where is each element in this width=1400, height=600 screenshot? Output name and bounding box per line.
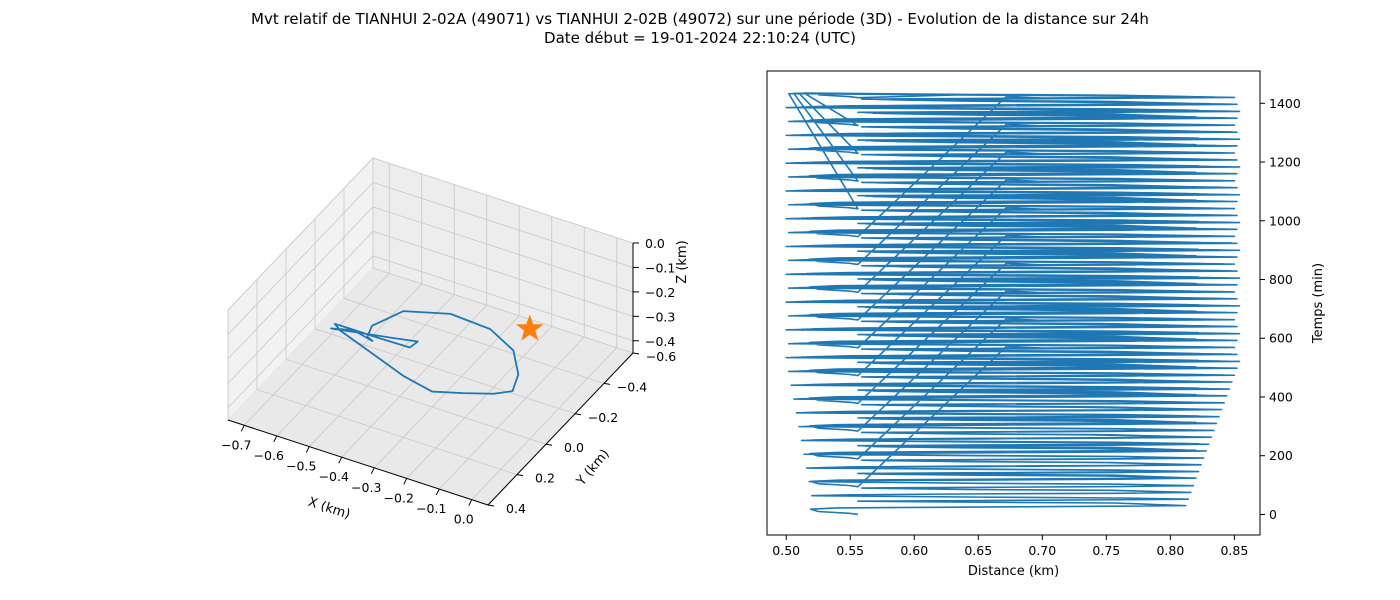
y-tick-label: 800 — [1269, 272, 1293, 287]
x-tick-label: 0.0 — [454, 512, 474, 527]
x-tick-label: 0.60 — [900, 543, 928, 558]
z-tick-label: −0.2 — [645, 285, 675, 300]
gridline-y — [285, 249, 547, 445]
distance-line — [785, 92, 1241, 516]
z-tick-label: −0.3 — [645, 309, 675, 324]
y-tick — [632, 352, 640, 355]
gridline-z — [227, 181, 634, 335]
x-tick — [370, 467, 375, 475]
y-tick-label: −0.4 — [617, 379, 647, 394]
y-axis-label: Temps (min) — [1311, 263, 1326, 344]
x-tick-label: −0.7 — [221, 437, 251, 452]
x-tick-label: −0.5 — [286, 459, 316, 474]
y-axis-line — [487, 352, 634, 506]
y-tick-label: 400 — [1269, 389, 1293, 404]
gridline-z — [227, 230, 634, 384]
x-tick — [273, 435, 278, 443]
x-axis-label: Distance (km) — [968, 564, 1059, 579]
x-tick-label: −0.2 — [384, 490, 414, 505]
figure-subtitle: Date début = 19-01-2024 22:10:24 (UTC) — [544, 29, 856, 47]
x-tick — [305, 446, 310, 453]
x-axis-line — [227, 419, 489, 506]
gridline-y — [256, 279, 518, 475]
y-tick-label: 0.4 — [506, 501, 526, 516]
x-tick — [435, 488, 440, 496]
z-axis-label: Z (km) — [675, 240, 690, 283]
y-tick-label: −0.6 — [646, 349, 676, 364]
x-tick-label: −0.3 — [351, 480, 381, 495]
x-tick — [403, 478, 408, 485]
x-tick-label: 0.65 — [964, 543, 992, 558]
x-tick-label: 0.55 — [836, 543, 864, 558]
x-tick-label: 0.80 — [1156, 543, 1184, 558]
plot-frame — [766, 70, 1261, 536]
z-tick-label: −0.4 — [645, 334, 675, 349]
gridline-y — [372, 158, 634, 354]
x-tick-label: 0.50 — [772, 543, 800, 558]
gridline-y — [343, 188, 605, 384]
y-tick — [545, 443, 553, 446]
y-tick-label: 1200 — [1269, 155, 1301, 170]
y-tick — [574, 413, 582, 416]
x-tick-label: 0.75 — [1092, 543, 1120, 558]
x-tick — [468, 499, 473, 506]
star-marker — [515, 314, 544, 341]
y-tick — [487, 504, 495, 507]
x-tick-label: −0.4 — [319, 469, 349, 484]
y-tick-label: 600 — [1269, 331, 1293, 346]
x-axis-label: X (km) — [306, 495, 352, 523]
plot-3d-trajectory: −0.7−0.6−0.5−0.4−0.3−0.2−0.10.0−0.6−0.4−… — [221, 156, 690, 527]
gridline-z — [227, 255, 634, 409]
x-tick-label: 0.70 — [1028, 543, 1056, 558]
z-tick-label: −0.1 — [645, 260, 675, 275]
y-tick-label: 0.2 — [535, 471, 555, 486]
y-tick-label: −0.2 — [588, 410, 618, 425]
y-tick-label: 1400 — [1269, 96, 1301, 111]
y-tick-label: 0.0 — [564, 440, 584, 455]
gridline-y — [314, 218, 576, 415]
z-tick-label: 0.0 — [645, 236, 665, 251]
y-tick-label: 0 — [1269, 507, 1277, 522]
gridline-z — [227, 157, 634, 311]
y-tick — [516, 474, 524, 477]
plot-distance-time: 0.50 0.55 0.60 0.65 0.70 0.75 0.80 0.85 0 200 400 6… — [766, 70, 1326, 579]
y-tick-label: 1000 — [1269, 213, 1301, 228]
x-tick — [338, 456, 343, 464]
x-tick-label: −0.6 — [254, 448, 284, 463]
y-tick — [603, 382, 611, 385]
gridline-z — [227, 206, 634, 360]
x-tick-label: −0.1 — [416, 501, 446, 516]
trajectory-line — [330, 310, 520, 395]
figure-title: Mvt relatif de TIANHUI 2-02A (49071) vs … — [251, 10, 1149, 28]
y-tick-label: 200 — [1269, 448, 1293, 463]
x-tick — [240, 425, 245, 432]
x-tick-label: 0.85 — [1220, 543, 1248, 558]
figure-title-block: Mvt relatif de TIANHUI 2-02A (49071) vs … — [0, 10, 1400, 48]
